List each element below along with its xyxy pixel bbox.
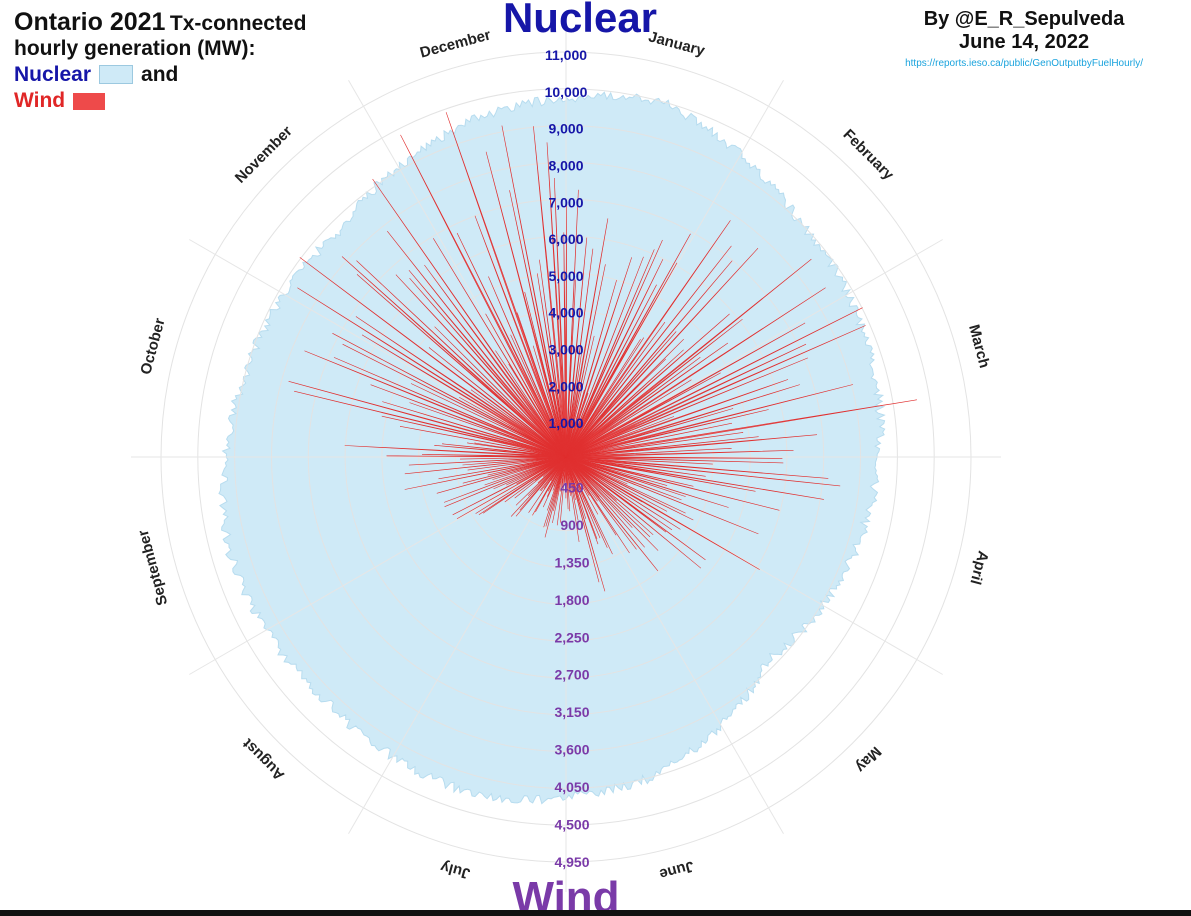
wind-spike	[501, 125, 567, 458]
month-spoke	[565, 239, 943, 458]
credit-source-url: https://reports.ieso.ca/public/GenOutput…	[905, 58, 1143, 69]
legend-wind: Wind	[14, 89, 306, 113]
wind-tick-label: 1,800	[554, 592, 589, 608]
polar-grid	[131, 22, 1001, 892]
legend-and: and	[141, 62, 179, 86]
wind-spike	[565, 262, 678, 458]
month-label-november: November	[232, 123, 296, 187]
month-label-june: June	[658, 857, 696, 882]
wind-spike	[565, 357, 809, 458]
bottom-rule	[0, 910, 1191, 916]
wind-spike	[372, 178, 567, 458]
wind-tick-label: 3,600	[554, 742, 589, 758]
wind-spike	[382, 401, 567, 458]
wind-spike	[333, 357, 567, 458]
wind-spike	[533, 126, 567, 458]
wind-spike	[563, 232, 567, 458]
title-rest: Tx-connected	[169, 12, 307, 35]
nuclear-tick-label: 7,000	[548, 194, 583, 210]
credit-author: By @E_R_Sepulveda	[923, 8, 1125, 30]
month-label-may: May	[851, 743, 884, 776]
month-spoke	[189, 456, 567, 675]
month-label-december: December	[418, 26, 493, 61]
wind-spike	[565, 279, 576, 458]
title-line2: hourly generation (MW):	[14, 36, 256, 60]
nuclear-tick-label: 3,000	[548, 342, 583, 358]
wind-spike	[356, 260, 567, 458]
wind-spike	[428, 347, 567, 458]
wind-spike	[565, 434, 818, 458]
month-spoke	[348, 80, 567, 458]
wind-tick-label: 1,350	[554, 554, 589, 570]
axis-title-wind: Wind	[512, 873, 619, 916]
nuclear-tick-label: 5,000	[548, 268, 583, 284]
axis-title-nuclear: Nuclear	[503, 0, 657, 41]
nuclear-tick-label: 8,000	[548, 158, 583, 174]
month-label-october: October	[137, 316, 168, 376]
wind-tick-label: 2,700	[554, 667, 589, 683]
month-label-august: August	[239, 735, 288, 784]
wind-spike	[565, 456, 780, 511]
author-credit: By @E_R_Sepulveda June 14, 2022 https://…	[905, 8, 1143, 69]
radial-tick-labels: 1,000 2,000 3,000 4,000 5,000 6,000 7,000 8,000…	[545, 47, 590, 870]
legend-wind-swatch	[73, 92, 106, 110]
wind-tick-label: 4,050	[554, 779, 589, 795]
wind-tick-label: 450	[560, 480, 584, 496]
legend-nuclear-swatch	[99, 65, 134, 85]
wind-spike	[565, 245, 732, 458]
wind-tick-label: 4,500	[554, 817, 589, 833]
wind-spike-layer	[288, 112, 917, 592]
chart-title: Ontario 2021 Tx-connected hourly generat…	[14, 8, 306, 113]
month-spoke	[565, 456, 784, 834]
nuclear-tick-label: 6,000	[548, 231, 583, 247]
credit-date: June 14, 2022	[959, 31, 1090, 53]
legend-wind-label: Wind	[14, 89, 66, 113]
wind-tick-label: 2,250	[554, 629, 589, 645]
month-label-february: February	[840, 126, 898, 184]
nuclear-tick-label: 10,000	[545, 84, 588, 100]
month-label-september: September	[135, 528, 172, 607]
wind-tick-label: 3,150	[554, 704, 589, 720]
month-spoke	[348, 456, 567, 834]
month-label-july: July	[438, 858, 472, 882]
nuclear-tick-label: 1,000	[548, 415, 583, 431]
wind-tick-label: 4,950	[554, 854, 589, 870]
wind-spike	[565, 456, 756, 492]
wind-spike	[565, 256, 644, 458]
month-spoke	[189, 239, 567, 458]
wind-spike	[565, 456, 759, 535]
wind-spike	[433, 238, 567, 458]
nuclear-tick-label: 9,000	[548, 121, 583, 137]
nuclear-tick-label: 11,000	[545, 47, 587, 63]
wind-spike	[565, 247, 759, 458]
legend-nuclear: Nuclear and	[14, 63, 306, 87]
month-label-march: March	[965, 323, 993, 370]
wind-tick-label: 900	[560, 517, 584, 533]
nuclear-tick-label: 2,000	[548, 378, 583, 394]
legend-nuclear-label: Nuclear	[14, 62, 92, 86]
wind-spike	[299, 257, 567, 458]
title-main: Ontario 2021	[14, 8, 166, 36]
nuclear-tick-label: 4,000	[548, 305, 583, 321]
month-label-april: April	[966, 549, 991, 586]
